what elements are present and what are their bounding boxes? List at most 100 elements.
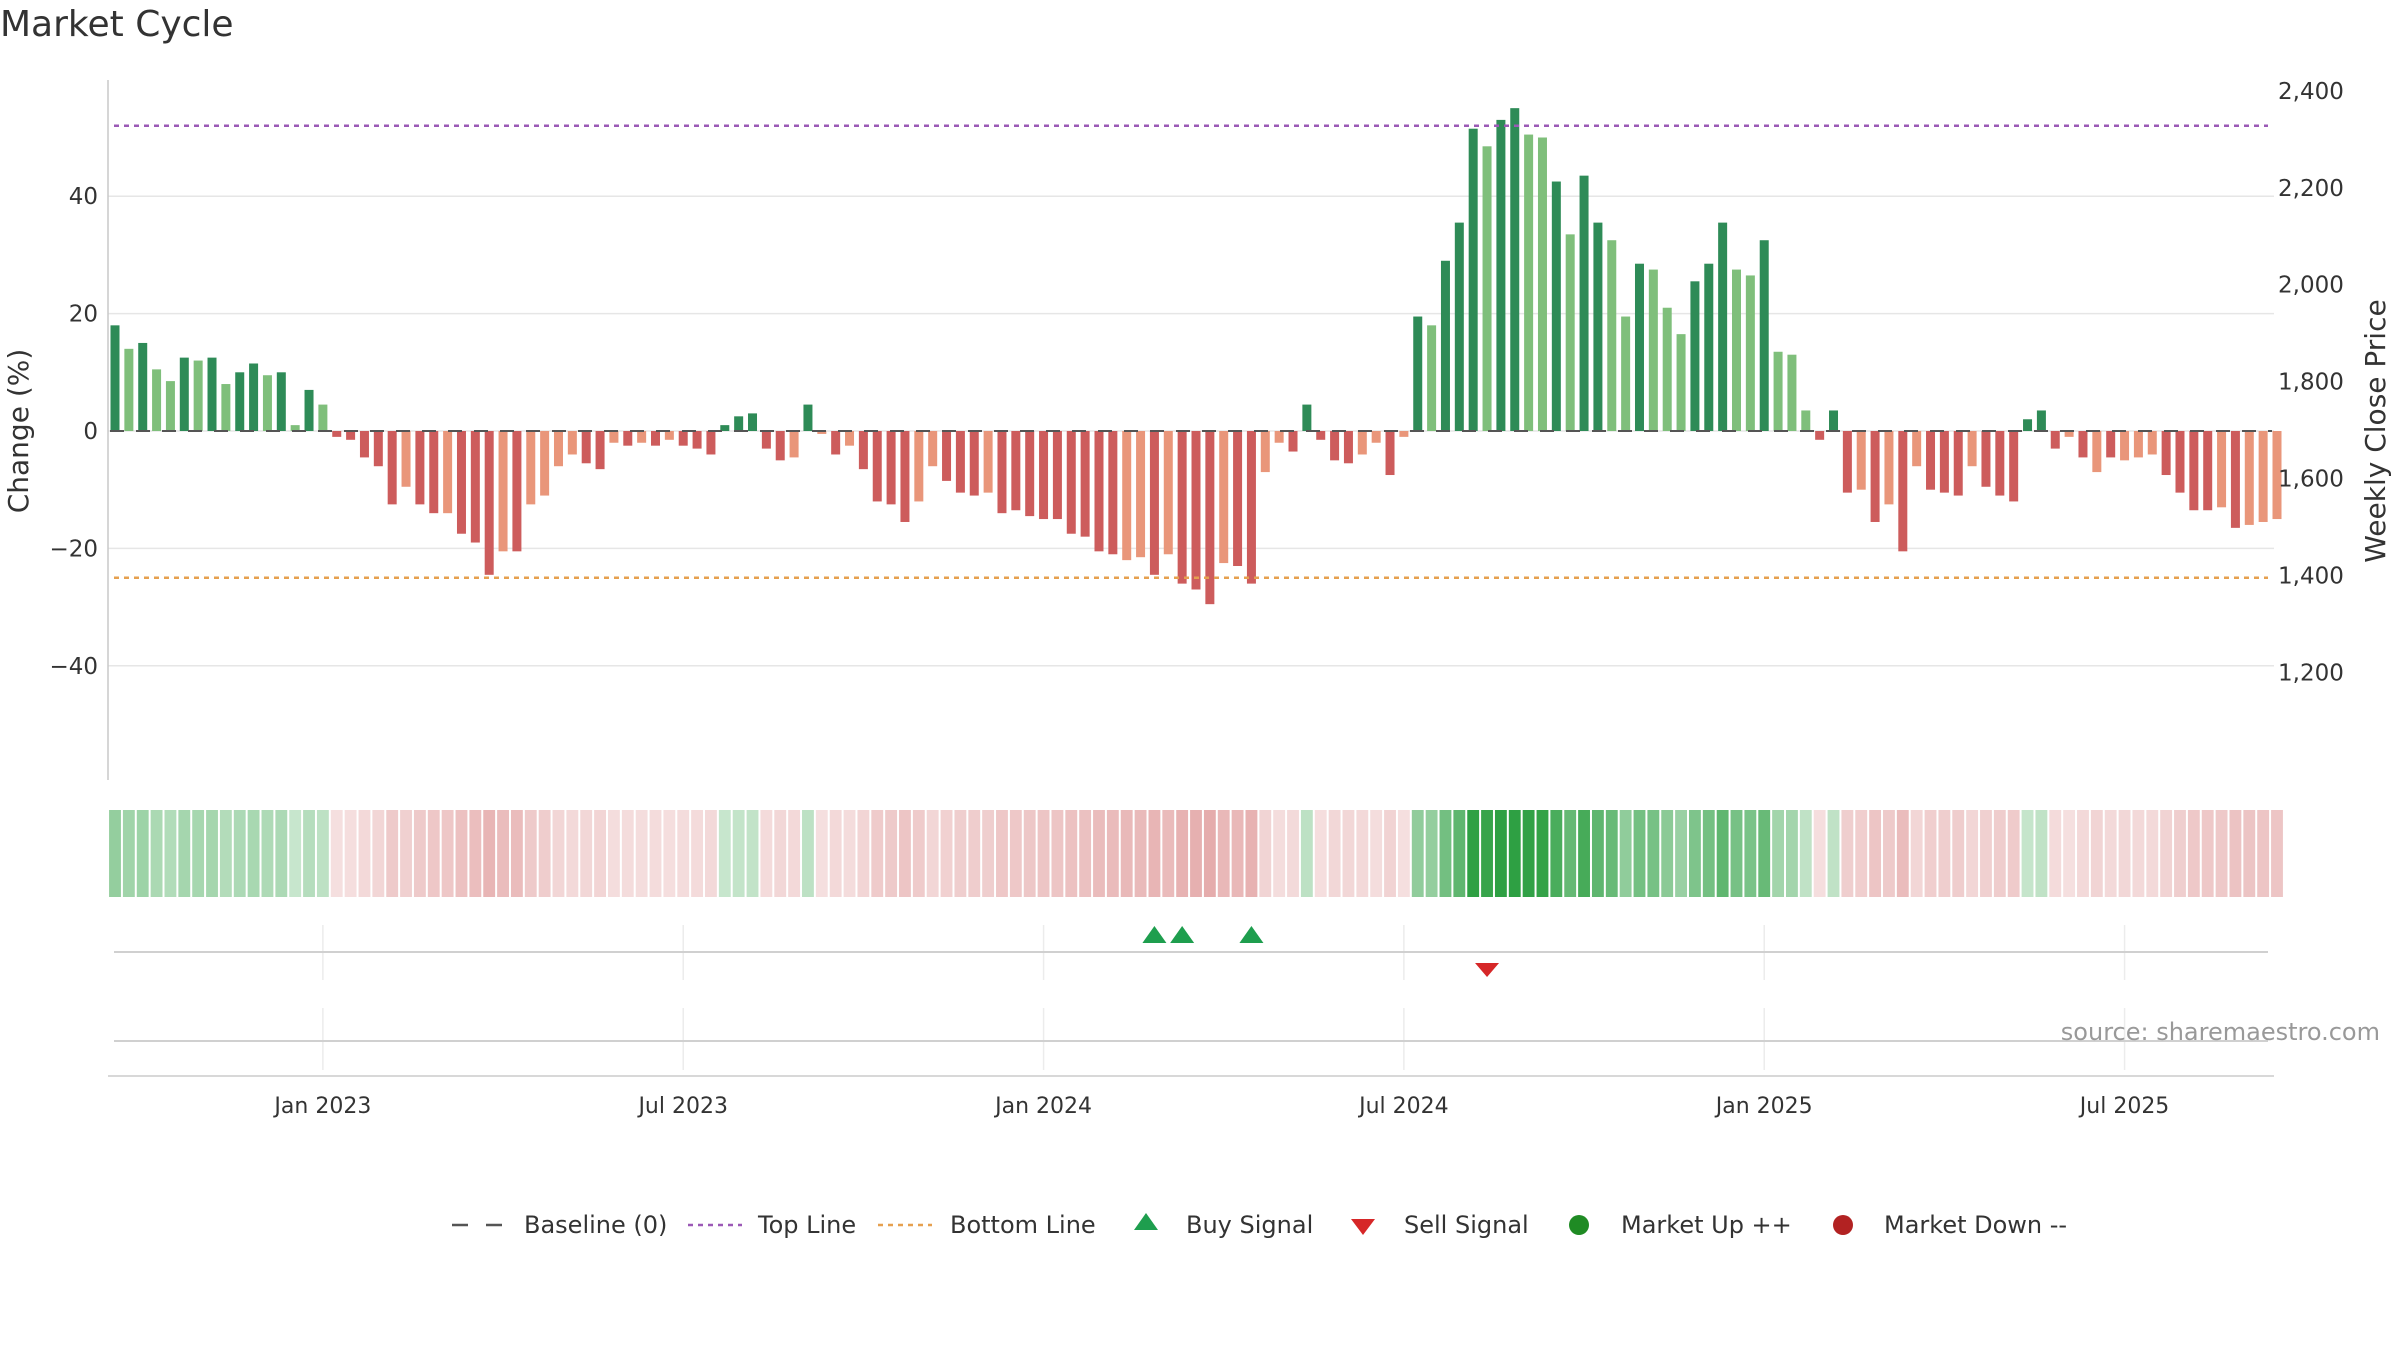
bar <box>900 431 910 522</box>
heat-cell <box>774 810 787 897</box>
heat-cell <box>1813 810 1826 897</box>
heat-cell <box>788 810 801 897</box>
bar <box>110 325 120 431</box>
heat-cell <box>1051 810 1064 897</box>
heat-cell <box>330 810 343 897</box>
heat-cell <box>261 810 274 897</box>
bar <box>1316 431 1326 440</box>
heat-cell <box>1980 810 1992 897</box>
heat-cell <box>1231 810 1244 897</box>
heat-cell <box>233 810 246 897</box>
heat-cell <box>524 810 537 897</box>
bar <box>401 431 411 487</box>
heat-cell <box>1841 810 1854 897</box>
bar <box>1718 222 1728 431</box>
bar <box>2272 431 2282 520</box>
y2-axis-label: Weekly Close Price <box>2359 299 2392 562</box>
bar <box>928 431 938 467</box>
heat-cell <box>1883 810 1895 897</box>
heat-cell <box>289 810 302 897</box>
heat-cell <box>1120 810 1133 897</box>
heat-cell <box>2146 810 2159 897</box>
heat-cell <box>1176 810 1189 897</box>
heat-cell <box>2021 810 2034 897</box>
heat-cell <box>2160 810 2173 897</box>
heat-cell <box>2063 810 2076 897</box>
heat-cell <box>718 810 731 897</box>
bar <box>235 372 245 431</box>
heat-cell <box>1550 810 1563 897</box>
bar <box>1704 263 1714 431</box>
bar <box>692 431 702 449</box>
bar <box>748 413 758 431</box>
x-tick-label: Jan 2024 <box>993 1094 1092 1119</box>
bar <box>498 431 508 552</box>
y2-tick-label: 1,200 <box>2278 660 2344 686</box>
bar <box>1579 175 1589 431</box>
bar <box>1108 431 1118 555</box>
heat-cell <box>206 810 218 897</box>
bar <box>1759 240 1769 431</box>
bar <box>983 431 993 493</box>
heat-cell <box>1370 810 1383 897</box>
heat-cell <box>871 810 884 897</box>
legend-label: Market Up ++ <box>1621 1211 1792 1239</box>
heat-cell <box>1938 810 1951 897</box>
bar <box>831 431 841 455</box>
bar <box>124 348 134 431</box>
bar <box>1815 431 1825 440</box>
bar <box>1177 431 1187 584</box>
bar <box>304 389 314 431</box>
heat-cell <box>1190 810 1202 897</box>
heat-cell <box>1744 810 1757 897</box>
bar <box>1149 431 1159 575</box>
bar <box>1621 316 1631 431</box>
heat-cell <box>1536 810 1549 897</box>
sell-signal-marker <box>1475 963 1500 977</box>
heat-cell <box>1758 810 1771 897</box>
heat-cell <box>649 810 662 897</box>
heat-cell <box>178 810 191 897</box>
bar <box>1011 431 1021 511</box>
bar <box>845 431 855 446</box>
heat-cell <box>691 810 704 897</box>
legend-buy-swatch <box>1134 1213 1158 1230</box>
bar <box>886 431 896 505</box>
bar <box>1995 431 2005 496</box>
bar <box>1066 431 1076 534</box>
heat-cell <box>2201 810 2214 897</box>
heat-cell <box>1467 810 1480 897</box>
legend-label: Market Down -- <box>1884 1211 2067 1239</box>
heat-cell <box>2229 810 2242 897</box>
bar <box>706 431 716 455</box>
heat-cell <box>2077 810 2089 897</box>
bar <box>942 431 952 481</box>
bar <box>872 431 882 502</box>
bar <box>1454 222 1464 431</box>
bar <box>276 372 286 431</box>
heat-cell <box>1730 810 1743 897</box>
bar <box>2120 431 2130 461</box>
bar <box>1039 431 1049 520</box>
heat-cell <box>1827 810 1840 897</box>
bar <box>1496 119 1506 431</box>
y-tick-label: 40 <box>69 184 98 210</box>
bar <box>1080 431 1090 537</box>
heat-cell <box>2243 810 2256 897</box>
heat-cell <box>2132 810 2145 897</box>
heat-cell <box>1148 810 1161 897</box>
bar <box>318 404 328 431</box>
signal-panel <box>114 925 2268 980</box>
bar <box>2050 431 2060 449</box>
bar <box>914 431 924 502</box>
lower-panel <box>108 1008 2274 1077</box>
heat-cell <box>2118 810 2131 897</box>
bar <box>1981 431 1991 487</box>
y-tick-label: 0 <box>83 419 98 445</box>
bar <box>2244 431 2254 525</box>
heat-cell <box>552 810 565 897</box>
bar <box>1856 431 1866 490</box>
heat-cell <box>2187 810 2200 897</box>
y-tick-label: 20 <box>69 302 98 328</box>
